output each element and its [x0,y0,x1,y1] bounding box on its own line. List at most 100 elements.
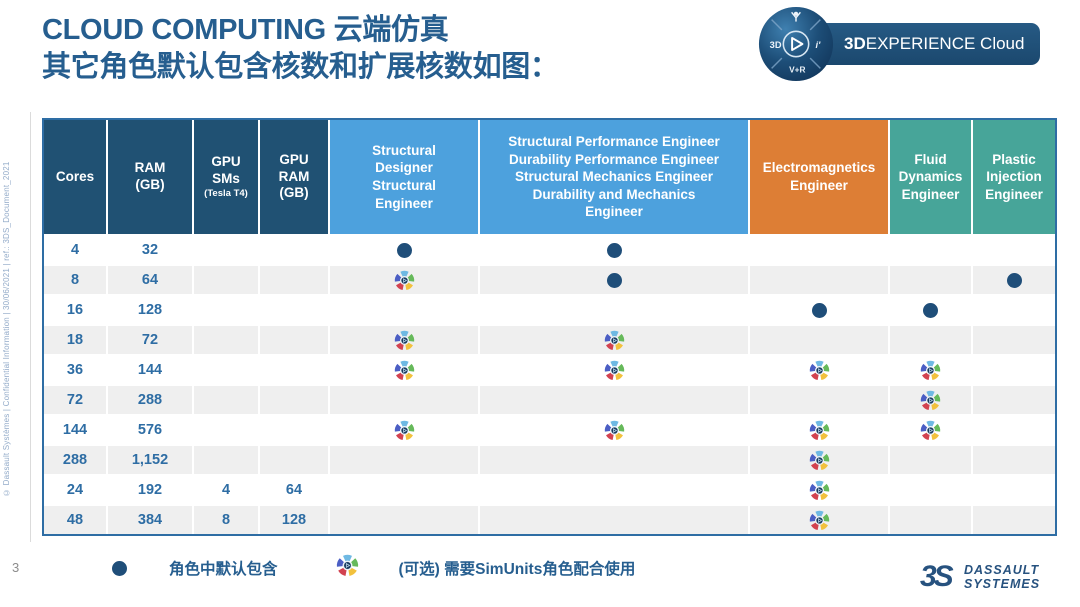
confidentiality-note: © Dassault Systèmes | Confidential Infor… [2,161,11,497]
cores-cell: 8 [44,266,106,294]
title-line-1: CLOUD COMPUTING 云端仿真 [42,14,449,46]
role-mark-cell [480,446,748,474]
role-mark-cell [890,446,971,474]
3dexperience-compass-icon: 3D i' V+R [758,6,834,82]
column-label: GPU RAM (GB) [278,151,310,201]
default-included-dot-icon [606,242,622,258]
gpu-ram-cell [260,446,328,474]
gpu-sms-cell [194,446,258,474]
cores-cell: 24 [44,476,106,504]
3dexperience-cloud-badge: 3D EXPERIENCE Cloud [800,23,1040,65]
role-mark-cell [890,236,971,264]
spec-column-header: GPU SMs (Tesla T4) [194,120,258,234]
default-included-dot-icon [1006,272,1022,288]
role-mark-cell [973,506,1055,534]
role-mark-cell [330,476,478,504]
simunits-icon [604,330,624,350]
role-mark-cell [480,296,748,324]
role-column-header: Plastic Injection Engineer [973,120,1055,234]
role-column-header: Structural Performance Engineer Durabili… [480,120,748,234]
badge-brand-rest: EXPERIENCE Cloud [865,34,1025,53]
gpu-sms-cell: 4 [194,476,258,504]
role-mark-cell [973,386,1055,414]
gpu-ram-cell [260,416,328,444]
default-included-dot-icon [606,272,622,288]
role-mark-cell [750,266,888,294]
legend-simunits-label: (可选) 需要SimUnits角色配合使用 [398,561,636,578]
role-mark-cell [480,476,748,504]
spec-column-header: GPU RAM (GB) [260,120,328,234]
compass-spokes [771,19,821,69]
role-mark-cell [330,266,478,294]
role-mark-cell [973,266,1055,294]
gpu-sms-cell [194,326,258,354]
person-icon [791,11,801,22]
gpu-sms-cell [194,416,258,444]
play-icon [791,36,804,52]
legend-default-label: 角色中默认包含 [169,561,278,578]
role-mark-cell [480,326,748,354]
role-mark-cell [330,296,478,324]
role-mark-cell [973,416,1055,444]
cores-cell: 4 [44,236,106,264]
cores-cell: 72 [44,386,106,414]
role-mark-cell [973,356,1055,384]
column-label: Structural Designer Structural Engineer [372,142,436,211]
role-mark-cell [330,356,478,384]
simunits-icon [394,360,414,380]
column-label: Plastic Injection Engineer [985,151,1043,202]
ram-cell: 576 [108,416,192,444]
role-mark-cell [973,326,1055,354]
cores-cell: 18 [44,326,106,354]
ds-logo-mark: 3S [920,560,954,593]
role-mark-cell [890,356,971,384]
role-mark-cell [330,326,478,354]
role-mark-cell [480,506,748,534]
role-mark-cell [750,416,888,444]
ram-cell: 1,152 [108,446,192,474]
role-mark-cell [973,236,1055,264]
role-mark-cell [330,386,478,414]
column-label: Fluid Dynamics Engineer [898,151,963,202]
simunits-icon [920,390,941,410]
cores-cell: 16 [44,296,106,324]
column-label: RAM (GB) [134,160,166,192]
simunits-icon [920,420,941,440]
gpu-ram-cell [260,236,328,264]
column-label: Cores [55,168,95,184]
default-included-dot-icon [396,242,412,258]
simunits-icon [809,360,829,380]
ram-cell: 288 [108,386,192,414]
role-mark-cell [750,326,888,354]
compass-vr-label: V+R [789,65,805,74]
role-mark-cell [890,476,971,504]
ram-cell: 72 [108,326,192,354]
role-mark-cell [750,476,888,504]
simunits-icon [604,420,624,440]
dassault-systemes-logo: 3S DASSAULT SYSTEMES [920,560,1039,593]
ram-cell: 384 [108,506,192,534]
simunits-icon [809,510,829,530]
spec-column-header: RAM (GB) [108,120,192,234]
role-mark-cell [890,296,971,324]
column-label: GPU SMs [211,153,241,186]
role-mark-cell [890,326,971,354]
role-mark-cell [330,506,478,534]
spec-column-header: Cores [44,120,106,234]
capacity-table-grid: Cores RAM (GB) GPU SMs (Tesla T4) GPU RAM (G… [44,120,1055,534]
cores-cell: 48 [44,506,106,534]
role-column-header: Structural Designer Structural Engineer [330,120,478,234]
simunits-icon [394,330,414,350]
role-mark-cell [480,236,748,264]
role-mark-cell [750,296,888,324]
simunits-icon [336,554,358,576]
gpu-sms-cell [194,236,258,264]
ram-cell: 32 [108,236,192,264]
role-mark-cell [890,386,971,414]
ds-logo-line1: DASSAULT [964,563,1039,577]
page-number: 3 [12,560,20,575]
column-label: Structural Performance Engineer Durabili… [508,134,720,220]
role-mark-cell [890,416,971,444]
role-mark-cell [750,506,888,534]
